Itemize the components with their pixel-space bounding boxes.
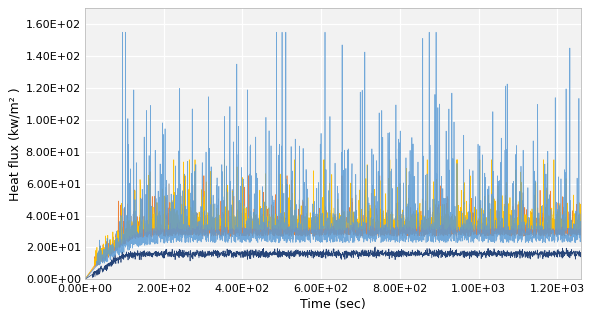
Y-axis label: Heat flux (kw/m² ): Heat flux (kw/m² ) [8, 87, 21, 201]
X-axis label: Time (sec): Time (sec) [300, 298, 366, 311]
